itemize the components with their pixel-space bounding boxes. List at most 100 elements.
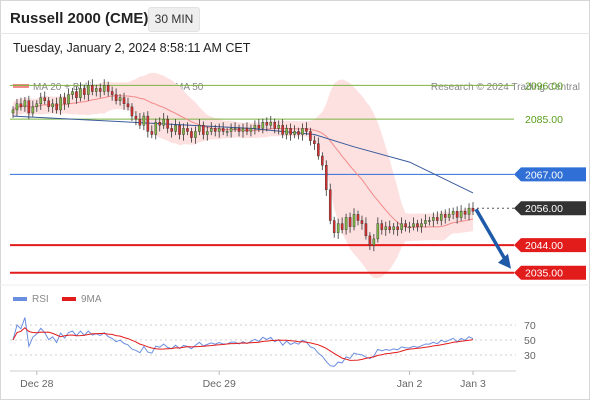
candle-body [388, 226, 392, 230]
candle-body [416, 223, 419, 227]
candle-body [324, 165, 328, 190]
level-lines [10, 84, 514, 274]
candle-body [447, 214, 451, 218]
candle-body [229, 128, 233, 132]
candle-body [364, 223, 368, 237]
rsi-pane: 70 50 30 [10, 317, 536, 367]
candle-body [126, 103, 130, 108]
candle-body [209, 128, 213, 132]
rsi-legend-swatch [13, 297, 27, 301]
candle-body [305, 128, 308, 132]
candle-body [23, 100, 27, 108]
candle-body [39, 97, 43, 104]
level-tag-2056.00 [514, 201, 586, 216]
x-axis: Dec 28 Dec 29 Jan 2 Jan 3 [20, 371, 486, 390]
candle-body [424, 220, 427, 224]
rsi-ma-legend-label: 9MA [81, 294, 102, 305]
candle-body [67, 94, 70, 104]
candle-body [190, 131, 193, 138]
candle-body [194, 131, 197, 138]
candle-body [221, 128, 225, 132]
candle-body [154, 122, 158, 135]
timeframe-badge[interactable]: 30 MIN [148, 7, 200, 32]
rsi-ma-legend-swatch [62, 297, 76, 301]
candle-body [436, 217, 439, 221]
candle-body [317, 143, 320, 157]
candle-body [257, 125, 261, 129]
rsi-legend-label: RSI [32, 294, 49, 305]
candle-body [376, 223, 380, 240]
candle-body [273, 122, 277, 129]
candle-body [110, 91, 114, 95]
candle-body [443, 214, 447, 218]
x-tick-label: Jan 3 [460, 378, 486, 390]
candle-body [348, 217, 352, 227]
x-tick-label: Dec 28 [20, 378, 53, 390]
candle-body [15, 103, 19, 111]
candle-body [87, 85, 90, 95]
level-tag-2044.00 [514, 238, 586, 253]
rsi-tick-50: 50 [524, 335, 536, 347]
level-label-2035.00: 2035.00 [525, 268, 563, 280]
candle-body [471, 208, 475, 212]
level-tags: 2096.00 2085.00 2067.00 2056.00 2044.00 2035.… [514, 80, 586, 280]
level-label-2096.00: 2096.00 [525, 80, 563, 92]
ma50-legend-label: MA 50 [175, 82, 204, 93]
candle-body [428, 220, 431, 222]
candle-body [142, 115, 146, 126]
candle-body [281, 125, 284, 135]
candle-body [313, 140, 316, 144]
candle-body [158, 122, 162, 126]
candle-body [432, 217, 435, 221]
rsi-tick-70: 70 [524, 320, 536, 332]
candle-body [94, 88, 98, 92]
level-label-2085.00: 2085.00 [525, 114, 563, 126]
candle-body [134, 115, 138, 120]
candle-body [71, 91, 74, 95]
moving-averages [12, 95, 474, 229]
candle-body [51, 103, 54, 108]
candle-body [174, 125, 177, 132]
candle-body [186, 128, 189, 132]
candle-body [328, 189, 332, 221]
bollinger-band-fill [13, 72, 473, 279]
candle-body [309, 131, 312, 141]
candle-body [321, 155, 324, 166]
candle-body [98, 88, 102, 92]
candle-body [269, 122, 273, 126]
ma20-line [12, 95, 474, 229]
bollinger-band [13, 72, 473, 279]
credit-text: Research © 2024 Trading Central [431, 82, 580, 93]
candle-body [138, 118, 142, 126]
candle-body [293, 131, 296, 135]
candle-body [277, 125, 280, 129]
candle-body [301, 128, 304, 135]
candle-body [356, 214, 360, 221]
candle-body [122, 97, 126, 104]
candle-body [420, 223, 423, 227]
candle-body [11, 109, 15, 114]
candle-body [289, 128, 292, 135]
level-tag-2067.00 [514, 167, 586, 182]
candle-body [392, 226, 395, 230]
candle-body [380, 223, 384, 230]
candle-body [19, 103, 23, 108]
rsi-legend: RSI 9MA [13, 294, 102, 305]
rsi-line [12, 317, 474, 367]
rsi-tick-30: 30 [524, 350, 536, 362]
candle-body [249, 128, 253, 132]
candle-body [463, 211, 467, 215]
candle-body [459, 211, 463, 218]
candle-body [75, 91, 78, 98]
candle-body [233, 128, 237, 130]
candle-body [265, 122, 269, 126]
candle-body [261, 122, 265, 129]
level-label-2067.00: 2067.00 [525, 169, 563, 181]
candle-body [55, 103, 58, 111]
candle-body [31, 106, 35, 114]
candle-body [336, 223, 340, 233]
candle-body [400, 223, 403, 230]
candle-body [130, 106, 134, 117]
candle-body [170, 128, 173, 132]
